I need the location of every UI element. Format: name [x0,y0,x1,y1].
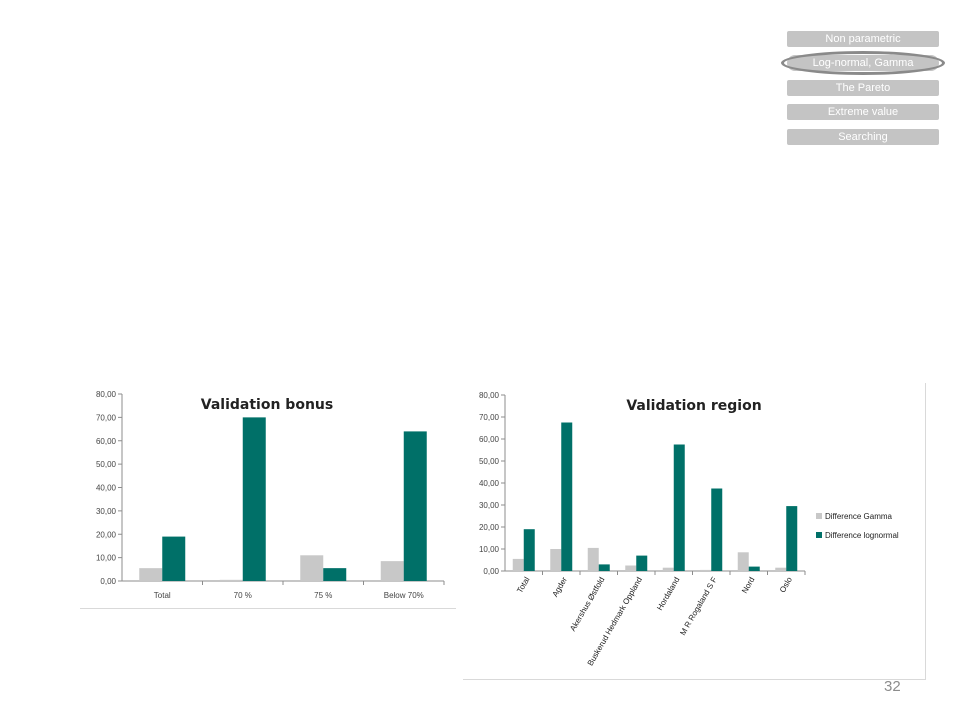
x-tick-label: M R Rogaland S F [678,575,719,637]
y-tick-label: 50,00 [96,460,117,469]
validation-region-panel: Validation region 0,00 10,00 20,00 30,00 40,… [463,383,926,680]
x-tick-label: 75 % [314,591,332,600]
bar-gamma [737,552,749,571]
legend-swatch-lognormal [816,532,822,538]
bar-gamma [380,561,404,581]
bar-gamma [512,558,524,571]
bar-gamma [219,579,243,581]
y-tick-label: 20,00 [96,530,117,539]
page-number: 32 [884,678,901,695]
legend-swatch-gamma [816,513,822,519]
y-tick-label: 30,00 [96,507,117,516]
validation-region-chart: Validation region 0,00 10,00 20,00 30,00 40,… [479,391,899,667]
chart-title: Validation bonus [201,397,333,413]
x-tick-label: 70 % [234,591,252,600]
x-tick-label: Below 70% [384,591,424,600]
bar-lognormal [162,536,186,581]
bar-gamma [775,567,787,571]
y-tick-label: 10,00 [479,545,500,554]
y-tick-label: 0,00 [100,577,116,586]
bar-gamma [139,568,163,581]
bar-lognormal [711,488,723,571]
bar-lognormal [403,431,427,581]
bar-lognormal [242,417,266,581]
bar-lognormal [523,529,535,571]
y-tick-label: 50,00 [479,457,500,466]
x-tick-label: Total [515,575,531,594]
nav-pareto-button[interactable]: The Pareto [787,80,939,96]
y-tick-label: 0,00 [483,567,499,576]
bar-lognormal [598,564,610,571]
bar-gamma [550,549,562,571]
y-tick-label: 60,00 [96,437,117,446]
bar-lognormal [561,422,573,571]
x-tick-label: Oslo [778,575,794,594]
y-tick-label: 70,00 [479,413,500,422]
x-tick-label: Hordaland [655,576,681,612]
chart-title: Validation region [626,398,761,414]
y-tick-label: 40,00 [96,484,117,493]
bar-gamma [625,565,637,571]
y-tick-label: 80,00 [96,390,117,399]
x-tick-label: Total [154,591,171,600]
x-tick-label: Akershus Østfold [568,576,606,633]
bar-lognormal [748,566,760,571]
legend-label: Difference lognormal [825,531,899,540]
y-tick-label: 70,00 [96,413,117,422]
x-tick-label: Nord [740,576,756,596]
y-tick-label: 20,00 [479,523,500,532]
nav-lognormal-gamma-button[interactable]: Log-normal, Gamma [787,55,939,71]
bar-lognormal [636,555,648,571]
validation-bonus-panel: Validation bonus 0,00 10,00 20,00 30,00 40,0… [80,384,456,609]
bar-gamma [700,569,712,571]
y-tick-label: 40,00 [479,479,500,488]
legend-label: Difference Gamma [825,512,893,521]
nav-non-parametric-button[interactable]: Non parametric [787,31,939,47]
bar-lognormal [323,568,347,581]
bar-gamma [300,555,324,581]
y-tick-label: 10,00 [96,554,117,563]
y-tick-label: 80,00 [479,391,500,400]
validation-bonus-chart: Validation bonus 0,00 10,00 20,00 30,00 40,0… [96,390,445,600]
x-tick-label: Agder [551,575,570,598]
y-tick-label: 60,00 [479,435,500,444]
bar-gamma [587,547,599,571]
bar-lognormal [786,506,798,571]
y-tick-label: 30,00 [479,501,500,510]
nav-searching-button[interactable]: Searching [787,129,939,145]
bar-gamma [662,567,674,571]
nav-extreme-value-button[interactable]: Extreme value [787,104,939,120]
bar-lognormal [673,444,685,571]
